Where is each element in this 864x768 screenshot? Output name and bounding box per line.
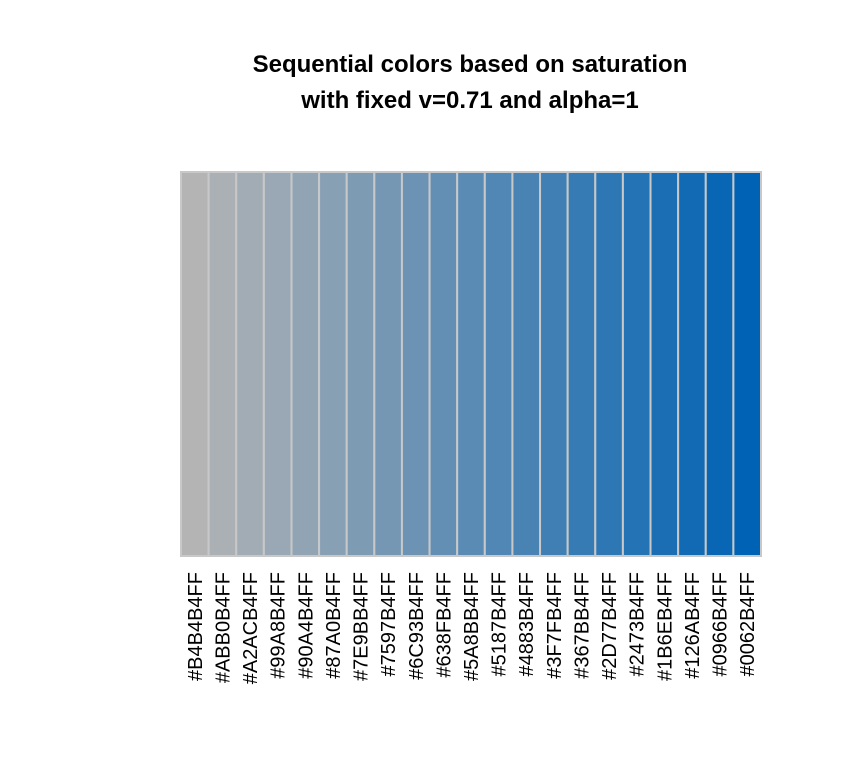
color-swatch-bar <box>373 171 403 557</box>
color-swatch-bar <box>539 171 569 557</box>
color-swatch-bar <box>262 171 293 557</box>
color-swatch-bar <box>180 171 210 557</box>
x-tick-label: #1B6EB4FF <box>654 572 676 681</box>
x-tick-label: #87A0B4FF <box>323 572 345 679</box>
color-swatch-bar <box>400 171 431 557</box>
x-tick-label: #2473B4FF <box>627 572 649 677</box>
x-tick-label: #90A4B4FF <box>295 572 317 679</box>
color-swatch-bar <box>290 171 321 557</box>
bar-group <box>180 171 763 557</box>
x-tick-label: #A2ACB4FF <box>240 572 262 684</box>
color-swatch-bar <box>649 171 680 557</box>
color-swatch-bar <box>566 171 597 557</box>
x-tick-label: #4883B4FF <box>516 572 538 677</box>
color-swatch-bar <box>483 171 514 557</box>
color-swatch-bar <box>207 171 238 557</box>
x-tick-label: #0966B4FF <box>710 572 732 677</box>
color-swatch-bar <box>677 171 707 557</box>
color-swatch-bar <box>345 171 376 557</box>
color-swatch-bar <box>704 171 735 557</box>
x-tick-label: #2D77B4FF <box>599 572 621 680</box>
x-tick-label: #6C93B4FF <box>406 572 428 680</box>
x-tick-label: #ABB0B4FF <box>212 572 234 683</box>
color-swatch-bar <box>235 171 265 557</box>
x-tick-label: #367BB4FF <box>571 572 593 679</box>
x-tick-label: #99A8B4FF <box>268 572 290 679</box>
color-swatch-bar <box>594 171 624 557</box>
tick-label-group: #B4B4B4FF #ABB0B4FF #A2ACB4FF #99A8B4FF #90A… <box>185 572 759 684</box>
x-tick-label: #7597B4FF <box>378 572 400 677</box>
x-tick-label: #7E9BB4FF <box>351 572 373 681</box>
x-tick-label: #5187B4FF <box>489 572 511 677</box>
x-tick-label: #638FB4FF <box>433 572 455 678</box>
color-swatch-bar <box>621 171 652 557</box>
color-swatch-bar <box>456 171 486 557</box>
color-swatch-bar <box>732 171 763 557</box>
x-tick-label: #0062B4FF <box>737 572 759 677</box>
color-swatch-bar <box>318 171 348 557</box>
x-tick-label: #3F7FB4FF <box>544 572 566 679</box>
color-swatch-bar <box>428 171 459 557</box>
x-tick-label: #126AB4FF <box>682 572 704 679</box>
x-tick-label: #B4B4B4FF <box>185 572 207 681</box>
color-swatch-bar <box>511 171 542 557</box>
chart-title: Sequential colors based on saturation <box>253 51 688 78</box>
x-tick-label: #5A8BB4FF <box>461 572 483 681</box>
chart-subtitle: with fixed v=0.71 and alpha=1 <box>300 87 638 114</box>
